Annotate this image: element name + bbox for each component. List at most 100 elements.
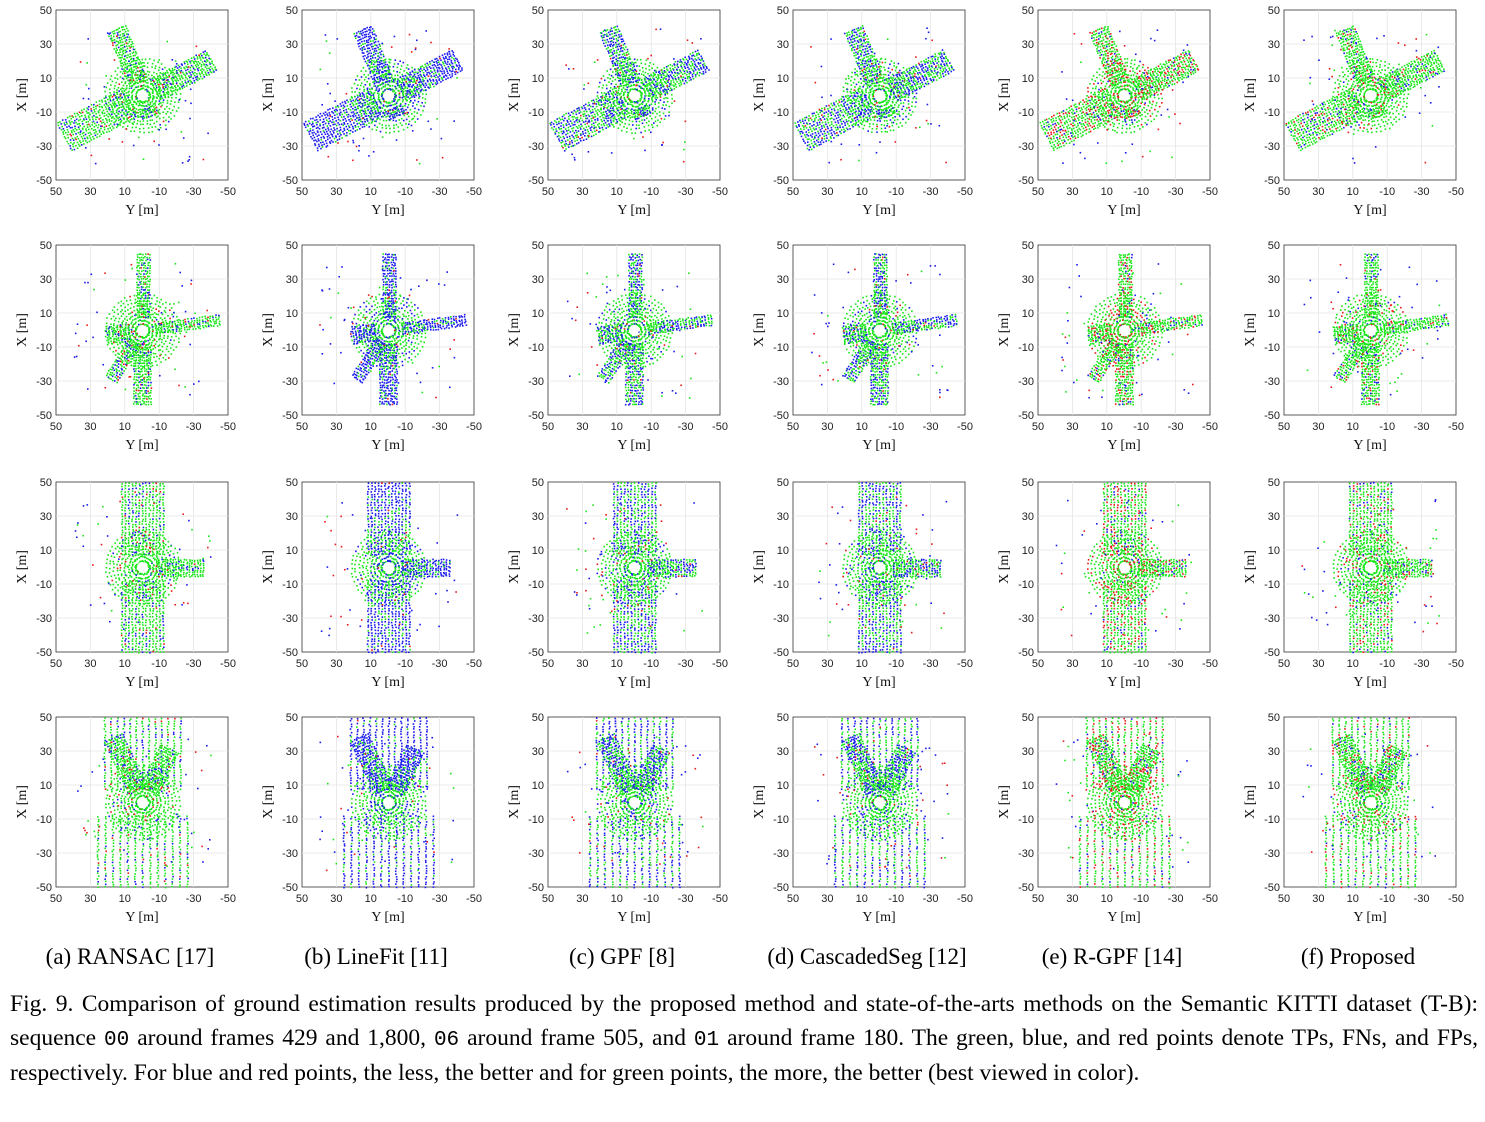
y-tick-label: -10: [36, 579, 52, 591]
x-axis-label: Y [m]: [617, 910, 650, 925]
x-axis-label: Y [m]: [1107, 203, 1140, 218]
y-tick-label: 30: [1022, 746, 1034, 758]
x-axis-label: Y [m]: [371, 203, 404, 218]
y-tick-label: 50: [1022, 477, 1034, 489]
x-axis-label: Y [m]: [1353, 438, 1386, 453]
y-tick-label: -30: [1264, 848, 1280, 860]
y-axis-label: X [m]: [997, 78, 1012, 112]
y-tick-label: 30: [286, 274, 298, 286]
y-tick-label: 30: [1268, 274, 1280, 286]
x-tick-label: -50: [1202, 658, 1218, 670]
x-tick-label: 10: [1347, 186, 1359, 198]
sensor-origin: [1119, 797, 1129, 807]
y-tick-label: 50: [286, 477, 298, 489]
y-tick-label: -50: [1264, 410, 1280, 422]
x-tick-label: -10: [151, 893, 167, 905]
x-tick-label: -10: [151, 658, 167, 670]
x-tick-label: 50: [1278, 186, 1290, 198]
y-tick-label: -30: [282, 613, 298, 625]
x-tick-label: 50: [542, 658, 554, 670]
y-tick-label: 50: [777, 240, 789, 252]
y-tick-label: -30: [1018, 376, 1034, 388]
figure-grid: 50 30 10 -10 -30 -50 50 30 10 -10 -30 -50 Y [m] X [m]…: [15, 5, 1464, 925]
y-tick-label: 30: [1268, 39, 1280, 51]
x-tick-label: -50: [712, 421, 728, 433]
y-tick-label: -50: [282, 175, 298, 187]
x-tick-label: -30: [432, 421, 448, 433]
x-tick-label: 30: [330, 421, 342, 433]
y-tick-label: -30: [282, 848, 298, 860]
y-tick-label: -10: [282, 579, 298, 591]
x-tick-label: 10: [856, 893, 868, 905]
subcaption-r-gpf: (e) R-GPF [14]: [1002, 940, 1222, 974]
x-tick-label: 10: [1347, 658, 1359, 670]
y-axis-label: X [m]: [507, 78, 522, 112]
y-tick-label: 50: [1268, 477, 1280, 489]
sensor-origin: [1119, 90, 1129, 100]
y-tick-label: 30: [777, 511, 789, 523]
x-tick-label: 50: [787, 186, 799, 198]
y-tick-label: -30: [282, 376, 298, 388]
x-tick-label: 50: [1032, 893, 1044, 905]
x-tick-label: 30: [1312, 186, 1324, 198]
figure-caption: Fig. 9. Comparison of ground estimation …: [10, 988, 1478, 1091]
x-tick-label: 30: [576, 421, 588, 433]
y-tick-label: -30: [1018, 848, 1034, 860]
caption-sequence-06: 06: [434, 1029, 459, 1052]
sensor-origin: [874, 90, 884, 100]
y-tick-label: 50: [777, 712, 789, 724]
y-tick-label: 50: [1268, 5, 1280, 17]
x-tick-label: 50: [787, 421, 799, 433]
x-tick-label: -10: [643, 186, 659, 198]
y-tick-label: -10: [773, 814, 789, 826]
subcaption-gpf: (c) GPF [8]: [512, 940, 732, 974]
x-tick-label: -50: [712, 893, 728, 905]
y-tick-label: 10: [777, 308, 789, 320]
x-tick-label: -50: [466, 186, 482, 198]
y-tick-label: 10: [40, 73, 52, 85]
x-tick-label: -30: [1414, 658, 1430, 670]
y-tick-label: 10: [532, 73, 544, 85]
x-tick-label: 10: [1101, 658, 1113, 670]
point-cloud: [1302, 717, 1436, 889]
y-tick-label: 50: [286, 240, 298, 252]
x-tick-label: 50: [1032, 186, 1044, 198]
x-axis-label: Y [m]: [862, 675, 895, 690]
y-tick-label: -10: [528, 579, 544, 591]
sensor-origin: [874, 325, 884, 335]
point-cloud: [303, 26, 463, 165]
y-tick-label: -10: [773, 579, 789, 591]
y-axis-label: X [m]: [1243, 78, 1258, 112]
y-axis-label: X [m]: [261, 785, 276, 819]
y-tick-label: 10: [1268, 545, 1280, 557]
x-tick-label: 50: [50, 658, 62, 670]
x-tick-label: 50: [787, 658, 799, 670]
y-tick-label: -50: [528, 175, 544, 187]
y-tick-label: -50: [773, 647, 789, 659]
y-tick-label: -10: [528, 814, 544, 826]
x-tick-label: 10: [365, 658, 377, 670]
y-tick-label: -30: [528, 376, 544, 388]
x-tick-label: 50: [1032, 658, 1044, 670]
y-tick-label: 10: [532, 308, 544, 320]
x-tick-label: -30: [186, 658, 202, 670]
x-tick-label: -10: [888, 893, 904, 905]
sensor-origin: [1119, 325, 1129, 335]
x-tick-label: 50: [542, 421, 554, 433]
x-tick-label: 10: [611, 893, 623, 905]
y-tick-label: -30: [36, 613, 52, 625]
y-tick-label: 50: [286, 5, 298, 17]
y-tick-label: -30: [528, 613, 544, 625]
